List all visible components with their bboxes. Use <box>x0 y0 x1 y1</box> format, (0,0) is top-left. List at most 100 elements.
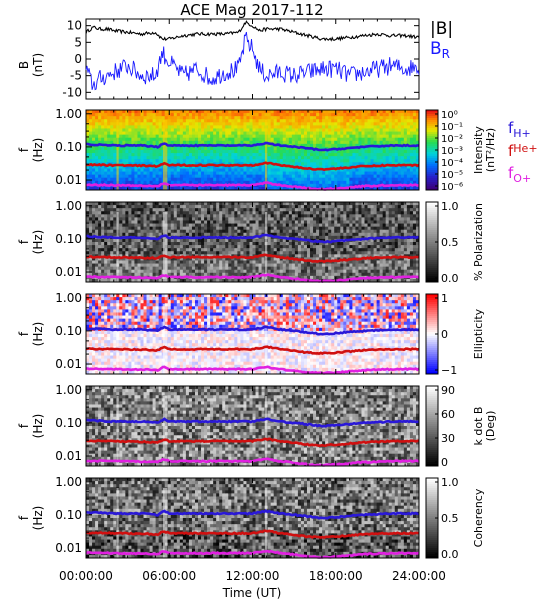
legend-f-h-sub: H+ <box>513 127 531 140</box>
ellipticity-line-H-plus <box>85 325 420 336</box>
polarization-line-O-plus <box>85 273 420 284</box>
kdotb-ytick-label: 1.00 <box>55 383 82 397</box>
legend-f-o-sub: O+ <box>513 172 531 185</box>
field-ytick-label: -10 <box>62 85 82 99</box>
field-ytick-label: 0 <box>74 52 82 66</box>
intensity-ytick-label: 0.01 <box>55 173 82 187</box>
ellipticity-cb-tick-label: 0 <box>441 328 448 341</box>
coherency-streak <box>165 488 168 558</box>
ellipticity-ylabel-main: f <box>17 331 31 336</box>
coherency-line-He-plus <box>85 529 420 539</box>
legend-f-h-main: f <box>508 119 514 137</box>
legend-b-r-sub: R <box>442 47 450 61</box>
ellipticity-ytick-label: 0.10 <box>55 324 82 338</box>
intensity-ytick-label: 1.00 <box>55 107 82 121</box>
freq-legend: fH+ fHe+ fO+ <box>508 119 538 185</box>
ellipticity-cb-tick-label: 1 <box>441 292 448 305</box>
ellipticity-streak <box>165 304 168 374</box>
figure-title: ACE Mag 2017-112 <box>180 1 323 19</box>
intensity-heatmap <box>86 110 420 191</box>
polarization-streak <box>116 212 119 282</box>
panel-kdotb: 1.00 0.10 0.01 f (Hz) 90 60 30 0 k dot B (Deg) <box>17 383 497 469</box>
ellipticity-streak <box>116 304 119 374</box>
coherency-ylabel-main: f <box>17 515 31 520</box>
field-ytick-label: 10 <box>67 19 82 33</box>
intensity-streak <box>163 120 166 190</box>
field-ytick-label: 5 <box>74 35 82 49</box>
intensity-cb-title-unit: (nT²/Hz) <box>484 128 497 172</box>
polarization-streak <box>265 212 268 282</box>
panel-polarization: 1.00 0.10 0.01 f (Hz) 1.0 0.5 0.0 % Polarization <box>17 199 485 285</box>
polarization-ytick-label: 0.01 <box>55 265 82 279</box>
coherency-ytick-label: 0.01 <box>55 541 82 555</box>
polarization-streak <box>163 212 166 282</box>
time-tick-label: 18:00:00 <box>309 569 363 583</box>
intensity-ytick-label: 0.10 <box>55 140 82 154</box>
ellipticity-streak <box>265 304 268 374</box>
intensity-streak <box>165 120 168 190</box>
ellipticity-line-He-plus <box>85 345 420 356</box>
time-tick-label: 06:00:00 <box>142 569 196 583</box>
kdotb-streak <box>265 396 268 466</box>
intensity-cb-tick-label: 10⁻⁴ <box>441 158 463 169</box>
series-b-total-line <box>85 20 420 42</box>
kdotb-cb-tick-label: 0 <box>441 456 448 469</box>
kdotb-cb-title-unit: (Deg) <box>484 411 497 442</box>
intensity-line-H-plus <box>86 141 420 152</box>
coherency-streak <box>163 488 166 558</box>
intensity-streak <box>116 120 119 190</box>
intensity-streak <box>265 120 268 190</box>
coherency-cb-tick-label: 1.0 <box>441 476 459 489</box>
kdotb-streak <box>163 396 166 466</box>
intensity-cb-title: Intensity <box>472 126 485 174</box>
panel-ellipticity: 1.00 0.10 0.01 f (Hz) 1 0 −1 Ellipticity <box>17 291 485 377</box>
panel-field-frame <box>85 18 420 100</box>
intensity-cb-tick-label: 10⁻⁵ <box>441 170 463 181</box>
field-ylabel-main: B <box>17 61 31 69</box>
ellipticity-ylabel-unit: (Hz) <box>31 322 45 347</box>
coherency-cb-title: Coherency <box>472 488 485 547</box>
ellipticity-heatmap <box>86 294 420 375</box>
kdotb-line-H-plus <box>85 417 420 428</box>
kdotb-heatmap <box>86 386 420 467</box>
intensity-cb-tick-label: 10⁻³ <box>441 146 463 157</box>
kdotb-cb-tick-label: 60 <box>441 408 455 421</box>
time-tick-label: 24:00:00 <box>392 569 446 583</box>
kdotb-colorbar: 90 60 30 0 k dot B (Deg) <box>425 384 497 469</box>
legend-b-r-main: B <box>430 39 442 59</box>
polarization-ylabel-main: f <box>17 239 31 244</box>
ellipticity-cb-title: Ellipticity <box>472 308 485 359</box>
legend-f-he: fHe+ <box>508 142 538 160</box>
kdotb-cb-tick-label: 30 <box>441 432 455 445</box>
kdotb-cb-tick-label: 90 <box>441 384 455 397</box>
legend-f-he-main: f <box>508 142 514 160</box>
ellipticity-ytick-label: 0.01 <box>55 357 82 371</box>
ellipticity-colorbar: 1 0 −1 Ellipticity <box>425 292 485 377</box>
time-axis-label: Time (UT) <box>222 586 282 600</box>
polarization-ytick-label: 0.10 <box>55 232 82 246</box>
spectrogram-panels: 1.000.100.01f (Hz)10⁰10⁻¹10⁻²10⁻³10⁻⁴10⁻⁵… <box>17 107 497 561</box>
polarization-ytick-label: 1.00 <box>55 199 82 213</box>
coherency-colorbar: 1.0 0.5 0.0 Coherency <box>425 476 485 561</box>
intensity-line-He-plus <box>85 161 420 172</box>
kdotb-ytick-label: 0.01 <box>55 449 82 463</box>
polarization-cb-tick-label: 0.5 <box>441 236 459 249</box>
panel-coherency: 1.00 0.10 0.01 f (Hz) 1.0 0.5 0.0 Coherency <box>17 475 485 561</box>
kdotb-colorbar-frame <box>425 385 439 467</box>
polarization-line-H-plus <box>86 233 420 244</box>
polarization-colorbar: 1.0 0.5 0.0 % Polarization <box>425 200 485 285</box>
kdotb-ytick-label: 0.10 <box>55 416 82 430</box>
kdotb-ylabel-main: f <box>17 423 31 428</box>
polarization-cb-tick-label: 1.0 <box>441 200 459 213</box>
polarization-cb-tick-label: 0.0 <box>441 272 459 285</box>
coherency-ytick-label: 0.10 <box>55 508 82 522</box>
intensity-cb-tick-label: 10⁰ <box>441 110 458 121</box>
coherency-ylabel-unit: (Hz) <box>31 506 45 531</box>
series-b-r-line <box>85 31 420 91</box>
polarization-streak <box>165 212 168 282</box>
legend-b-r: BR <box>430 39 450 61</box>
kdotb-line-He-plus <box>85 437 420 448</box>
legend-f-o-main: f <box>508 164 514 182</box>
